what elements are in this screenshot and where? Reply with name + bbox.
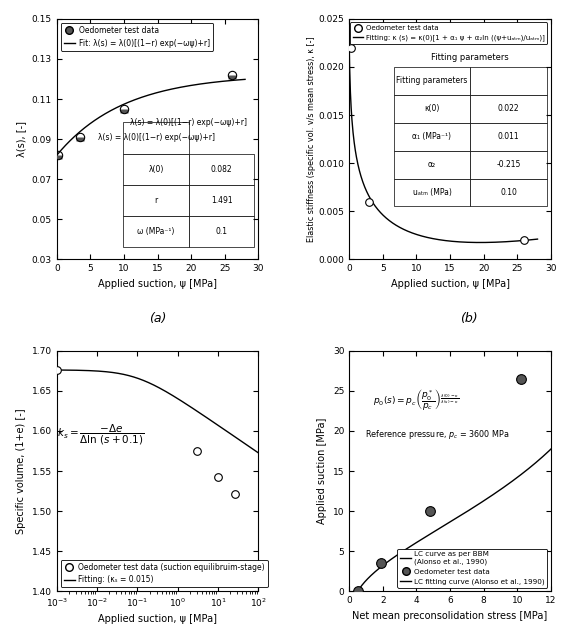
Text: $k_s = \dfrac{-\Delta e}{\Delta \ln\,(s+0.1)}$: $k_s = \dfrac{-\Delta e}{\Delta \ln\,(s+… xyxy=(57,423,145,447)
Legend: Oedometer test data (suction equilibruim-stage), Fitting: (κₛ = 0.015): Oedometer test data (suction equilibruim… xyxy=(61,560,268,587)
X-axis label: Applied suction, ψ [MPa]: Applied suction, ψ [MPa] xyxy=(98,279,217,289)
Y-axis label: Specific volume, (1+e) [-]: Specific volume, (1+e) [-] xyxy=(16,408,26,534)
Legend: Oedometer test data, Fitting: κ (s) = κ(0)[1 + α₁ ψ + α₂ln ((ψ+uₐₜₘ)/uₐₜₘ)]: Oedometer test data, Fitting: κ (s) = κ(… xyxy=(350,23,548,44)
Text: Reference pressure, $p_c$ = 3600 MPa: Reference pressure, $p_c$ = 3600 MPa xyxy=(365,428,510,442)
Legend: LC curve as per BBM
(Alonso et al., 1990), Oedometer test data, LC fitting curve: LC curve as per BBM (Alonso et al., 1990… xyxy=(397,548,548,587)
X-axis label: Applied suction, ψ [MPa]: Applied suction, ψ [MPa] xyxy=(98,614,217,624)
X-axis label: Net mean preconsolidation stress [MPa]: Net mean preconsolidation stress [MPa] xyxy=(353,611,548,621)
Text: Fitting parameters: Fitting parameters xyxy=(432,53,509,62)
Text: $p_0(s) = p_c\left(\dfrac{p_0^*}{p_c}\right)^{\frac{\lambda(0)-\kappa}{\lambda(s: $p_0(s) = p_c\left(\dfrac{p_0^*}{p_c}\ri… xyxy=(374,387,460,412)
Text: (b): (b) xyxy=(461,312,478,325)
Y-axis label: Elastic stiffness (specific vol. v/s mean stress), κ [-]: Elastic stiffness (specific vol. v/s mea… xyxy=(307,36,316,242)
X-axis label: Applied suction, ψ [MPa]: Applied suction, ψ [MPa] xyxy=(391,279,509,289)
Y-axis label: Applied suction [MPa]: Applied suction [MPa] xyxy=(318,418,327,524)
Text: (a): (a) xyxy=(149,312,166,325)
Y-axis label: λ(s), [-]: λ(s), [-] xyxy=(16,121,26,157)
Text: λ(s) = λ(0)[(1−r) exp(−ωψ)+r]: λ(s) = λ(0)[(1−r) exp(−ωψ)+r] xyxy=(131,118,248,127)
Legend: Oedometer test data, Fit: λ(s) = λ(0)[(1−r) exp(−ωψ)+r]: Oedometer test data, Fit: λ(s) = λ(0)[(1… xyxy=(61,23,213,50)
